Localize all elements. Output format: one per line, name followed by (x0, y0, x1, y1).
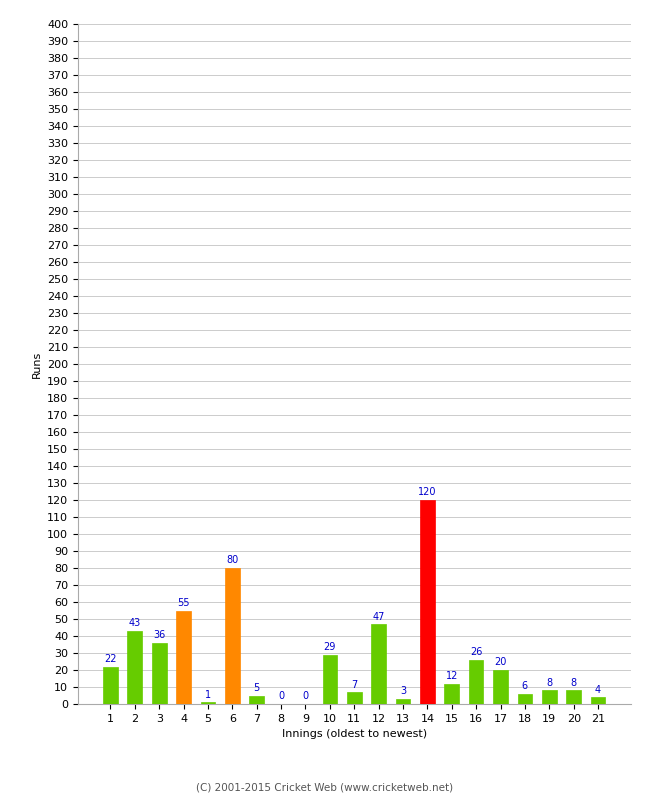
Bar (517, 694, 532, 704)
Y-axis label: Runs: Runs (31, 350, 42, 378)
Bar (201, 702, 215, 704)
Text: 8: 8 (571, 678, 577, 688)
Text: 3: 3 (400, 686, 406, 696)
Bar (103, 666, 118, 704)
Bar (225, 568, 240, 704)
Text: 5: 5 (254, 683, 260, 693)
Bar (347, 692, 361, 704)
Text: 47: 47 (372, 611, 385, 622)
Text: 43: 43 (129, 618, 141, 628)
Text: 12: 12 (446, 671, 458, 681)
Text: 0: 0 (302, 691, 309, 702)
Bar (493, 670, 508, 704)
Text: 6: 6 (522, 682, 528, 691)
Text: 26: 26 (470, 647, 482, 658)
Text: 0: 0 (278, 691, 284, 702)
Text: 80: 80 (226, 555, 239, 566)
Text: 4: 4 (595, 685, 601, 694)
Text: (C) 2001-2015 Cricket Web (www.cricketweb.net): (C) 2001-2015 Cricket Web (www.cricketwe… (196, 782, 454, 792)
Bar (396, 699, 410, 704)
Text: 8: 8 (546, 678, 552, 688)
Bar (127, 631, 142, 704)
Bar (445, 683, 459, 704)
Text: 55: 55 (177, 598, 190, 608)
Text: 20: 20 (495, 658, 507, 667)
Bar (322, 654, 337, 704)
Bar (566, 690, 581, 704)
Bar (542, 690, 556, 704)
Bar (469, 660, 484, 704)
Text: 22: 22 (104, 654, 117, 664)
Text: 36: 36 (153, 630, 165, 640)
Text: 7: 7 (351, 679, 358, 690)
Bar (371, 624, 386, 704)
Bar (420, 500, 435, 704)
Text: 120: 120 (418, 487, 437, 498)
Bar (152, 643, 166, 704)
X-axis label: Innings (oldest to newest): Innings (oldest to newest) (281, 730, 427, 739)
Bar (176, 610, 191, 704)
Bar (591, 697, 605, 704)
Text: 29: 29 (324, 642, 336, 652)
Text: 1: 1 (205, 690, 211, 700)
Bar (250, 695, 264, 704)
